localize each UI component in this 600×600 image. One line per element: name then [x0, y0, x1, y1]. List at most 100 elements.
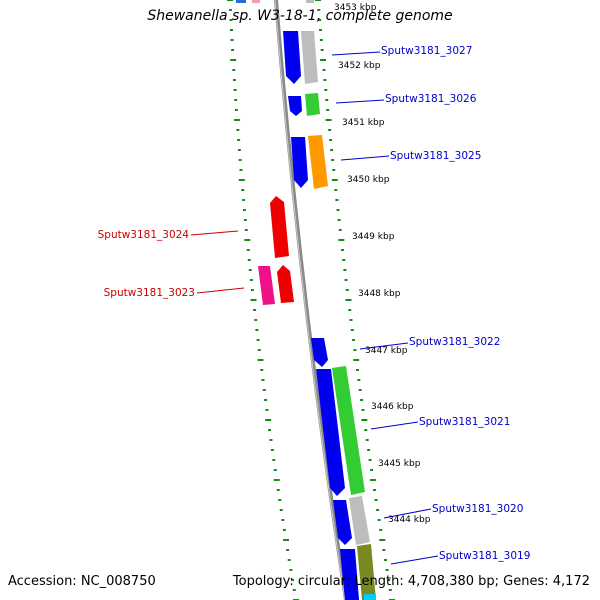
gene-label-sputw3181-3019[interactable]: Sputw3181_3019	[439, 550, 530, 562]
scale-tick	[319, 39, 323, 41]
scale-tick	[242, 199, 246, 201]
gene-label-sputw3181-3025[interactable]: Sputw3181_3025	[390, 150, 481, 162]
scale-tick	[365, 439, 369, 441]
scale-tick	[257, 349, 261, 351]
scale-tick	[357, 379, 361, 381]
scale-tick	[317, 9, 321, 11]
scale-tick	[318, 29, 322, 31]
scale-tick	[282, 529, 286, 531]
scale-tick	[377, 519, 381, 521]
scale-tick	[227, 0, 233, 1]
gene-arrow-sputw3181-3023-cds	[277, 265, 294, 303]
kbp-scale-label: 3449 kbp	[352, 232, 395, 242]
scale-tick	[368, 459, 372, 461]
scale-tick	[338, 229, 342, 231]
scale-tick	[289, 569, 293, 571]
scale-tick	[279, 509, 283, 511]
gene-label-sputw3181-3020[interactable]: Sputw3181_3020	[432, 503, 523, 515]
scale-tick	[256, 339, 260, 341]
kbp-scale-label: 3446 kbp	[371, 402, 414, 412]
scale-tick	[269, 439, 273, 441]
scale-tick	[268, 429, 272, 431]
scale-tick	[262, 389, 266, 391]
scale-tick	[233, 89, 237, 91]
scale-tick	[241, 189, 245, 191]
scale-tick	[337, 219, 341, 221]
gene-box-sputw3181-3026	[305, 93, 320, 116]
kbp-scale-label: 3452 kbp	[338, 61, 381, 71]
scale-tick	[253, 309, 257, 311]
gene-box-sputw3181-3021	[332, 366, 365, 495]
scale-tick	[324, 89, 328, 91]
scale-tick	[232, 79, 236, 81]
gene-arrow-sputw3181-3020-cds	[333, 500, 352, 545]
scale-tick	[352, 339, 356, 341]
gene-label-sputw3181-3021[interactable]: Sputw3181_3021	[419, 416, 510, 428]
scale-tick	[379, 539, 386, 541]
scale-tick	[234, 109, 238, 111]
scale-tick	[383, 559, 387, 561]
scale-tick	[315, 0, 321, 1]
gene-leader-line	[340, 155, 390, 161]
gene-label-sputw3181-3024[interactable]: Sputw3181_3024	[98, 229, 190, 241]
scale-tick	[281, 519, 285, 521]
gene-arrow-sputw3181-3022-cds	[311, 338, 328, 367]
scale-tick	[343, 269, 347, 271]
scale-tick	[353, 349, 357, 351]
scale-tick	[373, 489, 377, 491]
scale-tick	[360, 399, 364, 401]
gene-leader-line	[390, 555, 439, 565]
scale-tick	[236, 129, 240, 131]
scale-tick	[367, 449, 371, 451]
gene-leader-line	[383, 508, 432, 519]
gene-label-sputw3181-3023[interactable]: Sputw3181_3023	[104, 287, 195, 299]
gene-box-sputw3181-3025	[308, 135, 328, 189]
genome-title: Shewanella sp. W3-18-1, complete genome	[147, 8, 453, 24]
scale-tick	[364, 429, 368, 431]
gene-label-sputw3181-3022[interactable]: Sputw3181_3022	[409, 336, 500, 348]
scale-tick	[329, 139, 333, 141]
scale-tick	[264, 399, 268, 401]
scale-tick	[350, 329, 354, 331]
scale-tick	[244, 239, 251, 241]
scale-tick	[361, 419, 368, 421]
scale-tick	[237, 139, 241, 141]
gene-label-sputw3181-3026[interactable]: Sputw3181_3026	[385, 93, 477, 105]
scale-tick	[318, 19, 322, 21]
scale-tick	[282, 539, 289, 541]
outer-tick-track-right	[315, 0, 395, 600]
kbp-scale-label: 3448 kbp	[358, 289, 401, 299]
scale-tick	[244, 229, 248, 231]
kbp-scale-label: 3447 kbp	[365, 346, 408, 356]
gene-box-sputw3181-3020	[349, 496, 370, 545]
scale-tick	[332, 169, 336, 171]
scale-tick	[249, 279, 253, 281]
scale-tick	[370, 469, 374, 471]
scale-tick	[334, 189, 338, 191]
scale-tick	[248, 269, 252, 271]
scale-tick	[234, 99, 238, 101]
gene-arrow-sputw3181-3019-cds	[340, 549, 359, 600]
scale-tick	[382, 549, 386, 551]
gene-arrow-sputw3181-3024-cds	[270, 196, 289, 258]
scale-tick	[353, 359, 360, 361]
scale-tick	[326, 109, 330, 111]
scale-tick	[325, 99, 329, 101]
scale-tick	[348, 309, 352, 311]
scale-tick	[330, 149, 334, 151]
scale-tick	[355, 369, 359, 371]
kbp-scale-label: 3450 kbp	[347, 175, 390, 185]
scale-tick	[238, 179, 245, 181]
gene-box-sputw3181-3027	[301, 31, 318, 84]
scale-tick	[325, 119, 332, 121]
scale-tick	[229, 19, 233, 21]
scale-tick	[320, 49, 324, 51]
scale-tick	[376, 509, 380, 511]
gene-leader-line	[359, 342, 409, 350]
scale-tick	[336, 209, 340, 211]
gene-label-sputw3181-3027[interactable]: Sputw3181_3027	[381, 45, 472, 57]
scale-tick	[231, 49, 235, 51]
scale-tick	[255, 329, 259, 331]
gene-arrow-sputw3181-3025-cds	[291, 137, 308, 188]
